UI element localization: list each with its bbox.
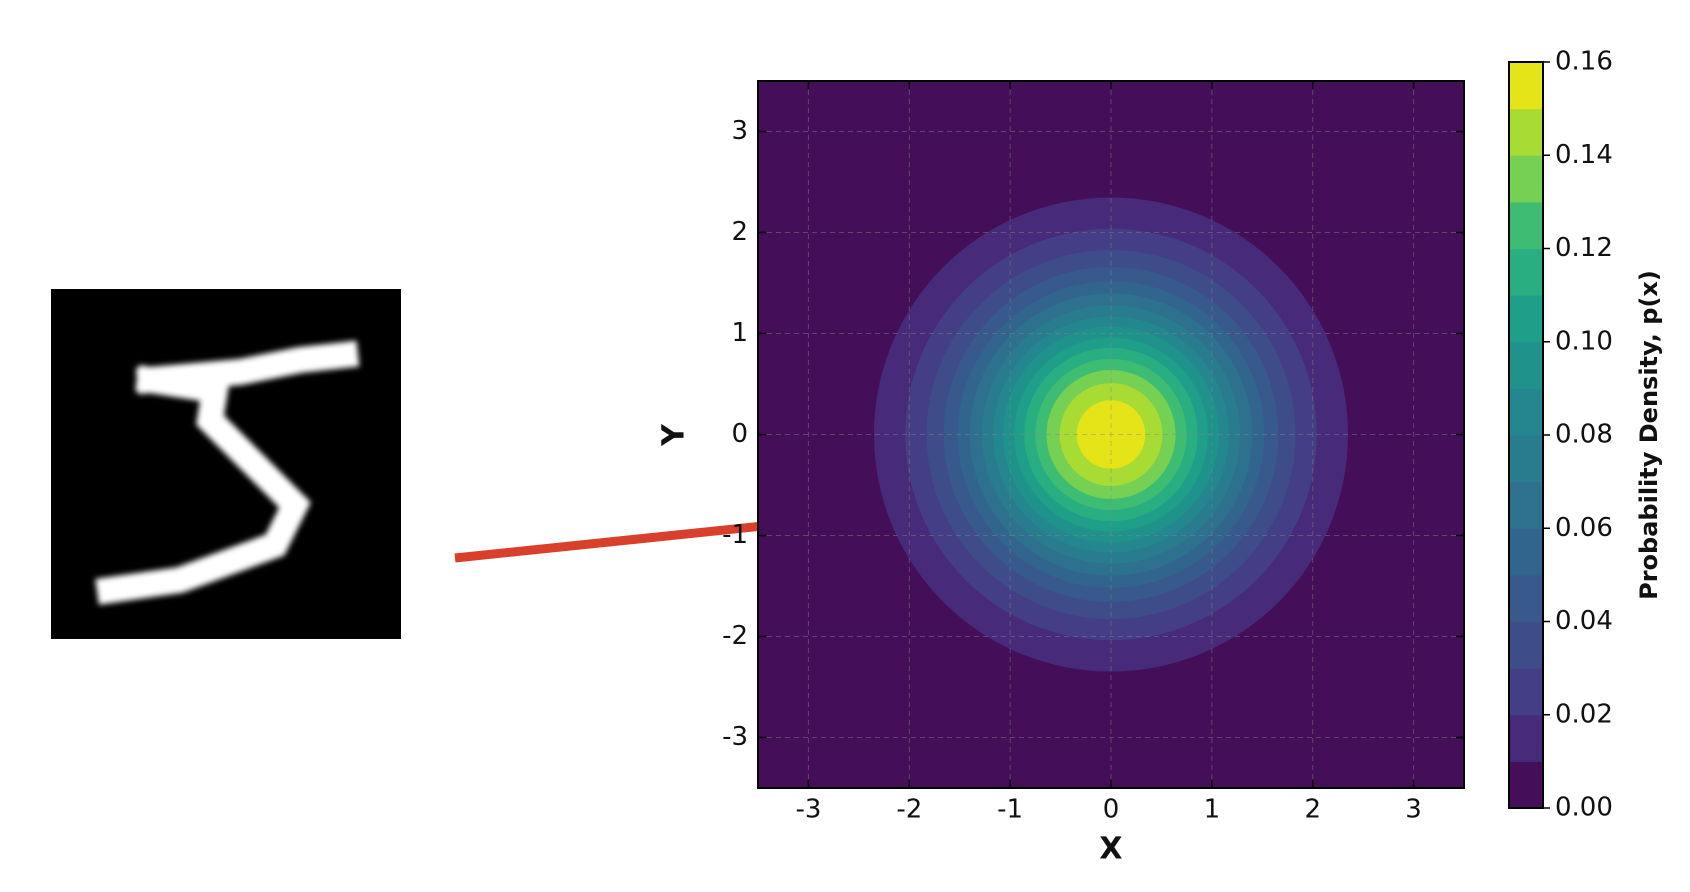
digit-stroke (95, 340, 360, 605)
x-tick-label: -3 (795, 795, 821, 825)
y-tick-label: -1 (722, 520, 748, 550)
y-tick-label: 3 (731, 116, 748, 146)
colorbar-band (1509, 621, 1543, 669)
colorbar-tick-label: 0.10 (1555, 326, 1613, 356)
colorbar-tick-label: 0.00 (1555, 793, 1613, 823)
y-tick-label: -3 (722, 722, 748, 752)
colorbar-band (1509, 248, 1543, 296)
colorbar-band (1509, 435, 1543, 483)
colorbar-tick-label: 0.02 (1555, 699, 1613, 729)
colorbar-tick-label: 0.04 (1555, 606, 1613, 636)
colorbar-tick-label: 0.08 (1555, 420, 1613, 450)
colorbar-tick-label: 0.12 (1555, 233, 1613, 263)
colorbar-band (1509, 108, 1543, 156)
colorbar-tick-label: 0.06 (1555, 513, 1613, 543)
contour-band (1076, 400, 1146, 469)
x-tick-label: 1 (1204, 795, 1221, 825)
x-axis-label: X (1099, 832, 1122, 867)
y-axis-label: Y (657, 423, 692, 447)
y-tick-label: -2 (722, 621, 748, 651)
x-tick-label: 3 (1405, 795, 1422, 825)
colorbar-band (1509, 761, 1543, 809)
colorbar-tick-label: 0.16 (1555, 47, 1613, 77)
y-tick-label: 1 (731, 318, 748, 348)
digit-image (51, 289, 401, 639)
colorbar-band (1509, 388, 1543, 436)
colorbar-band (1509, 481, 1543, 529)
colorbar-band (1509, 295, 1543, 343)
colorbar-band (1509, 668, 1543, 716)
colorbar-band (1509, 62, 1543, 110)
colorbar-band (1509, 714, 1543, 762)
plot-frame (757, 80, 1465, 789)
x-tick-label: 0 (1103, 795, 1120, 825)
plot: -3 -2 -1 0 1 2 3 -3 -2 -1 0 1 2 3 0.00 0.02 0.04 0.06 0.08… (722, 47, 1613, 825)
colorbar-band (1509, 574, 1543, 622)
x-tick-label: -1 (997, 795, 1023, 825)
y-tick-label: 0 (731, 419, 748, 449)
colorbar-band (1509, 528, 1543, 576)
colorbar-band (1509, 155, 1543, 203)
colorbar-band (1509, 201, 1543, 249)
x-tick-label: 2 (1304, 795, 1321, 825)
colorbar-band (1509, 341, 1543, 389)
colorbar-label: Probability Density, p(x) (1635, 270, 1663, 600)
colorbar-tick-label: 0.14 (1555, 140, 1613, 170)
y-tick-label: 2 (731, 217, 748, 247)
x-tick-label: -2 (896, 795, 922, 825)
